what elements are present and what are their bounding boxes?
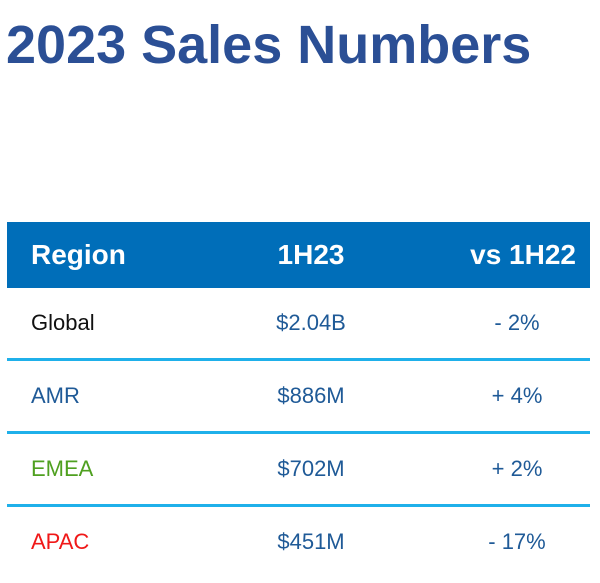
change-cell: - 17%: [488, 529, 546, 554]
region-cell: AMR: [31, 383, 80, 408]
table-row: APAC $451M - 17%: [7, 507, 590, 577]
value-cell: $886M: [277, 383, 345, 408]
change-cell: + 4%: [491, 383, 543, 408]
table-row: EMEA $702M + 2%: [7, 434, 590, 507]
change-cell: - 2%: [494, 310, 540, 335]
header-region: Region: [31, 239, 126, 270]
value-cell: $2.04B: [276, 310, 346, 335]
value-cell: $451M: [277, 529, 345, 554]
table-row: Global $2.04B - 2%: [7, 288, 590, 361]
change-cell: + 2%: [491, 456, 543, 481]
region-cell: Global: [31, 310, 95, 335]
region-cell: APAC: [31, 529, 90, 554]
page-title: 2023 Sales Numbers: [6, 15, 532, 75]
header-vs-1h22: vs 1H22: [470, 239, 576, 270]
sales-table: Region 1H23 vs 1H22 Global $2.04B - 2% AMR $…: [7, 222, 590, 577]
table-header: Region 1H23 vs 1H22: [7, 222, 590, 288]
table-row: AMR $886M + 4%: [7, 361, 590, 434]
region-cell: EMEA: [31, 456, 94, 481]
header-1h23: 1H23: [277, 239, 345, 270]
value-cell: $702M: [277, 456, 345, 481]
